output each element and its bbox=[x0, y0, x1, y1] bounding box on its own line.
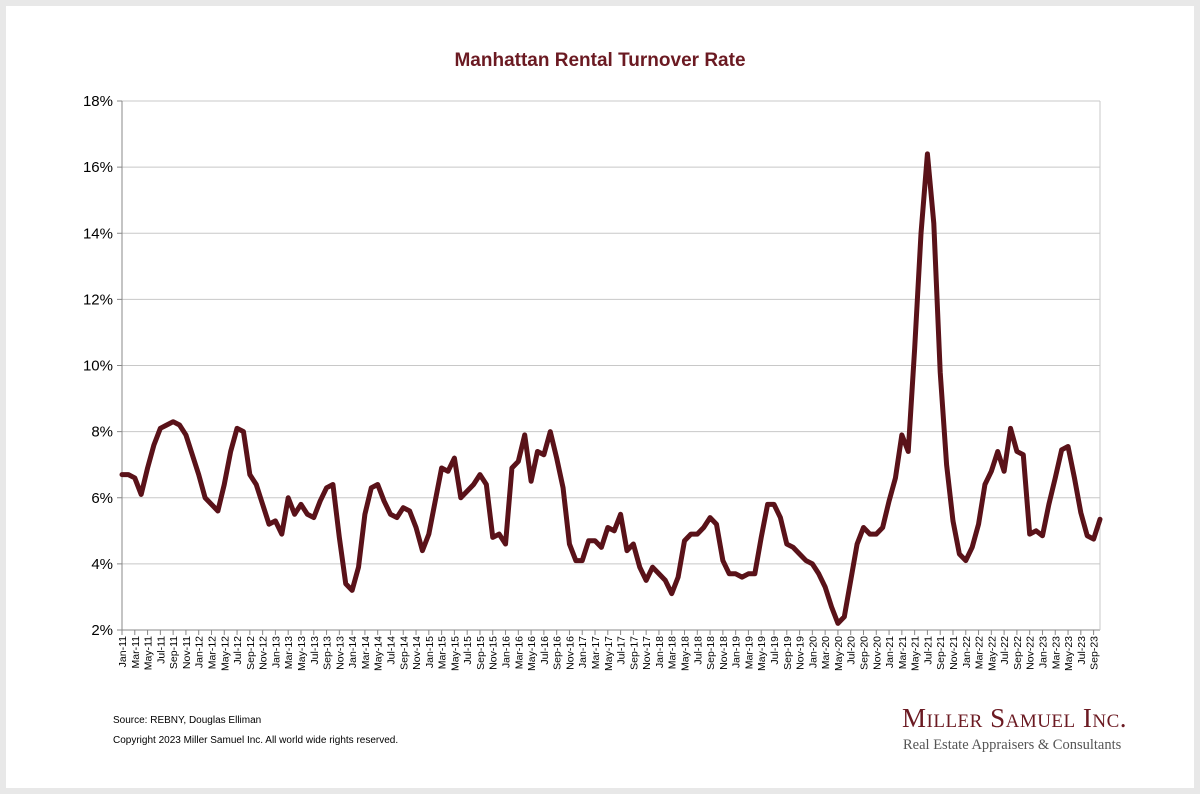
x-tick-label: Nov-11 bbox=[181, 636, 193, 669]
x-tick-label: Mar-14 bbox=[360, 636, 372, 669]
x-tick-label: May-14 bbox=[373, 636, 385, 671]
x-tick-label: Sep-23 bbox=[1089, 636, 1101, 670]
x-tick-label: Nov-19 bbox=[795, 636, 807, 670]
x-tick-label: Jul-13 bbox=[309, 636, 321, 665]
x-tick-label: Mar-16 bbox=[513, 636, 525, 669]
x-tick-label: Sep-14 bbox=[398, 636, 410, 670]
y-tick-label: 2% bbox=[91, 622, 113, 639]
x-tick-label: May-20 bbox=[833, 636, 845, 671]
x-tick-label: Jan-11 bbox=[117, 636, 129, 667]
x-axis-ticks: Jan-11 Mar-11 May-11 Jul-11 Sep-11 Nov-11 Jan-… bbox=[117, 630, 1101, 671]
x-tick-label: Nov-17 bbox=[641, 636, 653, 670]
x-tick-label: Mar-12 bbox=[206, 636, 218, 669]
y-tick-label: 18% bbox=[83, 93, 113, 110]
x-tick-label: Sep-12 bbox=[245, 636, 257, 670]
x-tick-label: Sep-22 bbox=[1012, 636, 1024, 670]
x-tick-label: Mar-20 bbox=[820, 636, 832, 669]
x-tick-label: Jul-22 bbox=[999, 636, 1011, 665]
x-tick-label: Jan-14 bbox=[347, 636, 359, 668]
x-tick-label: Sep-16 bbox=[552, 636, 564, 670]
x-tick-label: Sep-15 bbox=[475, 636, 487, 670]
x-tick-label: May-18 bbox=[680, 636, 692, 671]
x-tick-label: Jul-12 bbox=[232, 636, 244, 665]
y-tick-label: 14% bbox=[83, 225, 113, 242]
y-tick-label: 6% bbox=[91, 490, 113, 507]
x-tick-label: Sep-17 bbox=[628, 636, 640, 670]
x-tick-label: Sep-21 bbox=[935, 636, 947, 670]
x-tick-label: May-22 bbox=[986, 636, 998, 671]
x-tick-label: May-12 bbox=[219, 636, 231, 671]
x-tick-label: Nov-22 bbox=[1025, 636, 1037, 670]
turnover-rate-line bbox=[119, 151, 1103, 626]
x-tick-label: May-13 bbox=[296, 636, 308, 671]
x-tick-label: Jul-23 bbox=[1076, 636, 1088, 665]
x-tick-label: Jul-21 bbox=[922, 636, 934, 665]
x-tick-label: Nov-18 bbox=[718, 636, 730, 670]
x-tick-label: Jul-17 bbox=[616, 636, 628, 665]
x-tick-label: Jul-15 bbox=[462, 636, 474, 665]
x-tick-label: Mar-21 bbox=[897, 636, 909, 669]
x-tick-label: Jan-18 bbox=[654, 636, 666, 668]
x-tick-label: Mar-17 bbox=[590, 636, 602, 669]
x-tick-label: Jan-15 bbox=[424, 636, 436, 668]
y-tick-label: 8% bbox=[91, 424, 113, 441]
x-tick-label: Jan-13 bbox=[270, 636, 282, 668]
x-tick-label: Jul-19 bbox=[769, 636, 781, 665]
x-tick-label: May-15 bbox=[449, 636, 461, 671]
x-tick-label: Mar-22 bbox=[974, 636, 986, 669]
x-tick-label: Nov-21 bbox=[948, 636, 960, 670]
x-axis bbox=[121, 101, 1101, 630]
chart-title: Manhattan Rental Turnover Rate bbox=[454, 50, 745, 71]
x-tick-label: May-21 bbox=[910, 636, 922, 671]
x-tick-label: May-17 bbox=[603, 636, 615, 671]
x-tick-label: Jul-16 bbox=[539, 636, 551, 665]
x-tick-label: Nov-16 bbox=[564, 636, 576, 670]
x-tick-label: Sep-18 bbox=[705, 636, 717, 670]
x-tick-label: May-16 bbox=[526, 636, 538, 671]
x-tick-label: Jul-20 bbox=[846, 636, 858, 665]
x-tick-label: May-23 bbox=[1063, 636, 1075, 671]
x-tick-label: Sep-11 bbox=[168, 636, 180, 669]
y-tick-label: 10% bbox=[83, 358, 113, 375]
y-tick-label: 16% bbox=[83, 159, 113, 176]
brand-logo: Miller Samuel Inc. bbox=[902, 703, 1128, 733]
x-tick-label: Jan-12 bbox=[194, 636, 206, 668]
x-tick-label: Jan-21 bbox=[884, 636, 896, 668]
x-tick-label: Jul-18 bbox=[692, 636, 704, 665]
x-tick-label: Sep-20 bbox=[858, 636, 870, 670]
y-tick-label: 4% bbox=[91, 556, 113, 573]
x-tick-label: Nov-15 bbox=[488, 636, 500, 670]
x-tick-label: Nov-12 bbox=[258, 636, 270, 670]
x-tick-label: Jul-11 bbox=[155, 636, 167, 664]
line-chart: Manhattan Rental Turnover Rate 2% 4% 6% 8% 1… bbox=[83, 50, 1103, 671]
copyright-note: Copyright 2023 Miller Samuel Inc. All wo… bbox=[113, 735, 399, 746]
x-tick-label: Nov-13 bbox=[334, 636, 346, 670]
x-tick-label: Mar-11 bbox=[130, 636, 142, 669]
source-note: Source: REBNY, Douglas Elliman bbox=[113, 715, 262, 726]
x-tick-label: Jul-14 bbox=[385, 636, 397, 665]
x-tick-label: Jan-19 bbox=[731, 636, 743, 668]
grid-lines bbox=[117, 100, 1100, 631]
x-tick-label: Sep-13 bbox=[322, 636, 334, 670]
x-tick-label: Mar-19 bbox=[743, 636, 755, 669]
x-tick-label: Mar-13 bbox=[283, 636, 295, 669]
x-tick-label: Mar-18 bbox=[667, 636, 679, 669]
x-tick-label: Nov-14 bbox=[411, 636, 423, 670]
x-tick-label: Jan-16 bbox=[501, 636, 513, 668]
chart-frame: Manhattan Rental Turnover Rate 2% 4% 6% 8% 1… bbox=[6, 6, 1194, 788]
x-tick-label: Mar-15 bbox=[437, 636, 449, 669]
x-tick-label: Jan-23 bbox=[1037, 636, 1049, 668]
x-tick-label: Jan-22 bbox=[961, 636, 973, 668]
y-tick-label: 12% bbox=[83, 291, 113, 308]
x-tick-label: Mar-23 bbox=[1050, 636, 1062, 669]
x-tick-label: May-11 bbox=[143, 636, 155, 670]
x-tick-label: May-19 bbox=[756, 636, 768, 671]
x-tick-label: Jan-20 bbox=[807, 636, 819, 668]
brand-tagline: Real Estate Appraisers & Consultants bbox=[903, 737, 1122, 753]
y-axis-ticks: 2% 4% 6% 8% 10% 12% 14% 16% 18% bbox=[83, 93, 113, 639]
x-tick-label: Nov-20 bbox=[871, 636, 883, 670]
x-tick-label: Sep-19 bbox=[782, 636, 794, 670]
x-tick-label: Jan-17 bbox=[577, 636, 589, 668]
